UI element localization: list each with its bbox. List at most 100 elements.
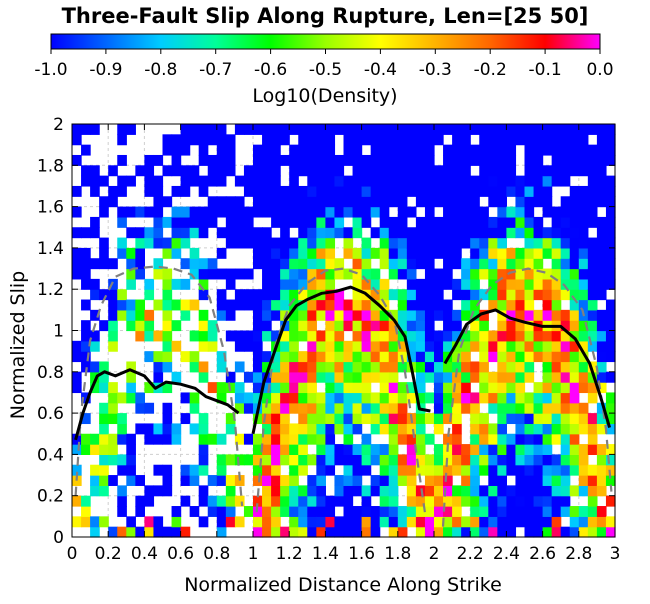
density-cell [316, 506, 326, 517]
density-cell [280, 258, 290, 270]
density-cell [289, 154, 299, 166]
density-cell [497, 413, 507, 425]
density-cell [533, 216, 544, 228]
density-cell [497, 340, 507, 352]
density-cell [379, 258, 390, 270]
density-cell [415, 196, 426, 208]
density-cell [524, 444, 535, 455]
density-cell [262, 144, 272, 156]
density-cell [379, 175, 390, 187]
density-cell [424, 216, 435, 228]
density-cell [497, 124, 507, 135]
density-cell [470, 268, 480, 280]
density-cell [352, 413, 363, 425]
density-cell [361, 154, 372, 166]
density-cell [280, 371, 290, 383]
density-cell [325, 247, 336, 259]
density-cell [497, 454, 507, 466]
density-cell [280, 485, 290, 497]
density-cell [225, 144, 236, 156]
density-cell [542, 361, 553, 373]
density-cell [352, 506, 363, 517]
density-cell [253, 454, 263, 466]
colorbar-scale [50, 33, 601, 50]
density-cell [289, 247, 299, 259]
colorbar-tick-label: -0.9 [89, 60, 122, 80]
density-cell [81, 320, 91, 332]
density-cell [234, 433, 245, 445]
density-cell [334, 454, 345, 466]
density-cell [370, 330, 381, 342]
density-cell [189, 330, 200, 342]
density-cell [180, 185, 191, 197]
density-cell [180, 299, 191, 311]
density-cell [434, 340, 444, 352]
density-cell [216, 196, 227, 208]
density-cell [108, 299, 118, 311]
density-cell [207, 258, 218, 270]
density-cell [352, 485, 363, 497]
density-cell [461, 402, 471, 414]
density-cell [234, 392, 245, 404]
density-cell [596, 237, 607, 249]
density-cell [216, 516, 227, 528]
density-cell [434, 464, 444, 476]
density-cell [515, 247, 526, 259]
density-cell [596, 134, 607, 146]
density-cell [198, 464, 209, 476]
density-cell [325, 351, 336, 363]
density-cell [506, 516, 517, 528]
density-cell [334, 165, 345, 177]
density-cell [370, 485, 381, 497]
density-cell [434, 371, 444, 383]
mean-slip-curve [251, 285, 431, 435]
density-cell [488, 475, 498, 486]
density-cell [497, 330, 507, 342]
density-cell [280, 154, 290, 166]
density-cell [370, 506, 381, 517]
density-cell [298, 526, 308, 538]
density-cell [388, 247, 399, 259]
density-cell [325, 299, 336, 311]
density-cell [452, 134, 462, 146]
density-cell [560, 227, 571, 239]
density-cell [424, 278, 435, 290]
density-cell [605, 154, 616, 166]
density-cell [596, 464, 607, 476]
density-cell [180, 124, 191, 135]
density-cell [307, 475, 317, 486]
density-cell [370, 475, 381, 486]
density-cell [551, 485, 562, 497]
density-cell [298, 227, 308, 239]
density-cell [90, 278, 100, 290]
density-cell [452, 175, 462, 187]
density-cell [280, 185, 290, 197]
density-cell [497, 495, 507, 507]
density-cell [262, 154, 272, 166]
density-cell [144, 433, 155, 445]
density-cell [198, 454, 209, 466]
density-cell [135, 402, 145, 414]
density-cell [524, 289, 535, 301]
density-cell [605, 185, 616, 197]
density-cell [515, 320, 526, 332]
density-cell [325, 165, 336, 177]
density-cell [262, 444, 272, 455]
density-cell [569, 506, 580, 517]
density-cell [596, 289, 607, 301]
density-cell [135, 506, 145, 517]
density-cell [343, 433, 354, 445]
density-cell [334, 423, 345, 435]
density-cell [397, 206, 408, 218]
density-cell [262, 475, 272, 486]
density-cell [524, 206, 535, 218]
density-cell [343, 340, 354, 352]
density-cell [126, 454, 136, 466]
density-cell [578, 299, 589, 311]
density-cell [488, 247, 498, 259]
density-cell [605, 526, 616, 538]
density-cell [587, 216, 598, 228]
density-cell [397, 165, 408, 177]
density-cell [569, 309, 580, 321]
density-cell [524, 258, 535, 270]
